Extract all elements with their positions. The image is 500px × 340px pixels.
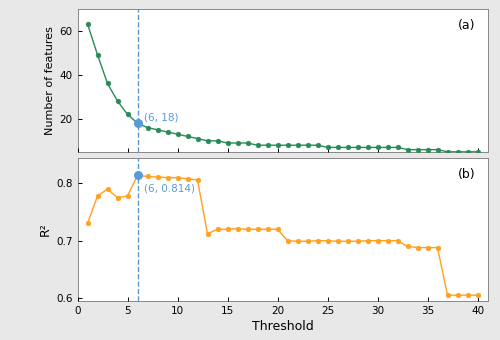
Text: (6, 18): (6, 18)	[144, 113, 178, 123]
Text: (b): (b)	[458, 168, 475, 181]
Y-axis label: Number of features: Number of features	[46, 26, 56, 135]
X-axis label: Threshold: Threshold	[252, 320, 314, 333]
Text: (6, 0.814): (6, 0.814)	[144, 183, 194, 193]
Text: (a): (a)	[458, 19, 475, 32]
Y-axis label: R²: R²	[39, 222, 52, 236]
